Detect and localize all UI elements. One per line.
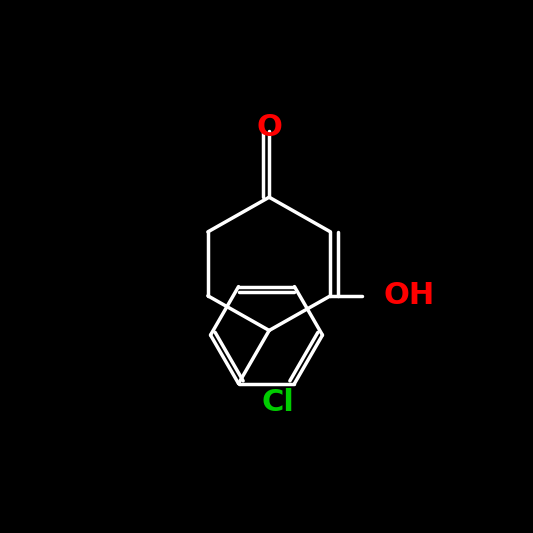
Text: OH: OH xyxy=(384,281,435,310)
Text: Cl: Cl xyxy=(262,387,294,416)
Text: O: O xyxy=(256,114,282,142)
